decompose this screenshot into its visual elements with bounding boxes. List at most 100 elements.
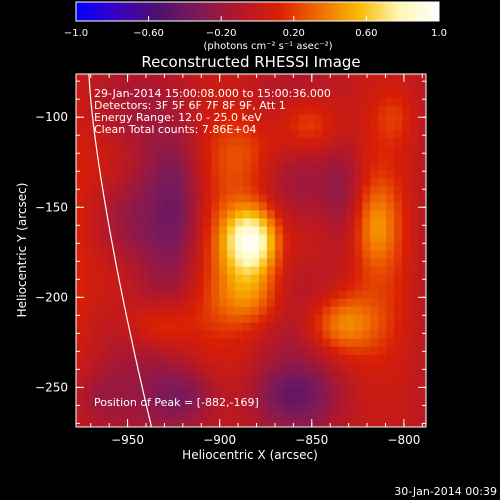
heatmap-cell xyxy=(314,170,324,179)
heatmap-cell xyxy=(203,362,212,372)
heatmap-cell xyxy=(402,186,411,195)
heatmap-cell xyxy=(195,250,204,260)
heatmap-cell xyxy=(298,202,308,211)
heatmap-cell xyxy=(147,154,157,163)
heatmap-cell xyxy=(394,202,403,211)
heatmap-cell xyxy=(386,154,395,163)
heatmap-cell xyxy=(139,170,149,179)
heatmap-cell xyxy=(163,178,173,187)
heatmap-cell xyxy=(83,138,93,147)
heatmap-cell xyxy=(187,378,196,388)
heatmap-cell xyxy=(163,106,173,115)
heatmap-cell xyxy=(370,114,379,123)
heatmap-cell xyxy=(282,98,292,107)
heatmap-cell xyxy=(402,418,411,427)
heatmap-cell xyxy=(394,258,403,268)
colorbar-tick-label: 0.60 xyxy=(355,28,377,39)
heatmap-cell xyxy=(410,106,419,115)
heatmap-cell xyxy=(418,266,426,276)
heatmap-cell xyxy=(354,346,363,356)
heatmap-cell xyxy=(123,370,133,380)
heatmap-cell xyxy=(195,394,204,404)
heatmap-cell xyxy=(410,194,419,203)
heatmap-cell xyxy=(354,226,363,236)
heatmap-cell xyxy=(163,98,173,107)
heatmap-cell xyxy=(290,330,300,340)
heatmap-cell xyxy=(306,298,316,308)
heatmap-cell xyxy=(282,178,292,187)
heatmap-cell xyxy=(402,82,411,91)
heatmap-cell xyxy=(378,378,387,388)
heatmap-cell xyxy=(290,386,300,396)
heatmap-cell xyxy=(354,90,363,99)
heatmap-cell xyxy=(354,178,363,187)
heatmap-cell xyxy=(131,258,141,268)
heatmap-cell xyxy=(187,82,196,91)
heatmap-cell xyxy=(155,338,165,348)
heatmap-cell xyxy=(418,362,426,372)
heatmap-cell xyxy=(211,402,220,412)
heatmap-cell xyxy=(243,122,252,131)
heatmap-cell xyxy=(370,410,379,420)
heatmap-cell xyxy=(282,122,292,131)
heatmap-cell xyxy=(211,138,220,147)
heatmap-cell xyxy=(362,274,371,284)
heatmap-cell xyxy=(147,242,157,252)
heatmap-cell xyxy=(282,226,292,236)
heatmap-cell xyxy=(76,186,85,195)
heatmap-cell xyxy=(139,378,149,388)
heatmap-cell xyxy=(211,258,220,268)
x-tick-label: −850 xyxy=(295,433,328,447)
heatmap-cell xyxy=(147,298,157,308)
heatmap-cell xyxy=(115,202,125,211)
heatmap-cell xyxy=(91,202,101,211)
heatmap-cell xyxy=(370,322,379,332)
heatmap-cell xyxy=(203,298,212,308)
heatmap-cell xyxy=(378,122,387,131)
heatmap-cell xyxy=(266,386,276,396)
colorbar-tick-label: −1.0 xyxy=(64,28,88,39)
heatmap-cell xyxy=(203,202,212,211)
heatmap-cell xyxy=(99,314,109,324)
heatmap-cell xyxy=(266,266,276,276)
heatmap-cell xyxy=(394,130,403,139)
heatmap-cell xyxy=(274,250,284,260)
heatmap-cell xyxy=(123,306,133,316)
heatmap-cell xyxy=(76,346,85,356)
heatmap-cell xyxy=(394,162,403,171)
heatmap-cell xyxy=(418,178,426,187)
heatmap-cell xyxy=(410,218,419,228)
heatmap-cell xyxy=(418,82,426,91)
heatmap-cell xyxy=(243,242,252,252)
heatmap-cell xyxy=(298,106,308,115)
heatmap-cell xyxy=(179,242,188,252)
heatmap-cell xyxy=(386,258,395,268)
heatmap-cell xyxy=(338,266,348,276)
heatmap-cell xyxy=(386,274,395,284)
heatmap-cell xyxy=(147,130,157,139)
heatmap-cell xyxy=(83,298,93,308)
heatmap-cell xyxy=(171,154,180,163)
annotation-line: Clean Total counts: 7.86E+04 xyxy=(94,123,257,136)
heatmap-cell xyxy=(282,370,292,380)
heatmap-cell xyxy=(123,290,133,300)
heatmap-cell xyxy=(227,258,236,268)
heatmap-cell xyxy=(306,418,316,427)
heatmap-cell xyxy=(227,362,236,372)
heatmap-cell xyxy=(115,74,125,83)
heatmap-cell xyxy=(123,210,133,220)
heatmap-cell xyxy=(139,162,149,171)
heatmap-cell xyxy=(282,410,292,420)
heatmap-cell xyxy=(219,378,228,388)
heatmap-cell xyxy=(306,274,316,284)
heatmap-cell xyxy=(338,314,348,324)
heatmap-cell xyxy=(258,74,268,83)
heatmap-cell xyxy=(330,354,340,364)
heatmap-cell xyxy=(76,122,85,131)
heatmap-cell xyxy=(107,402,117,412)
heatmap-cell xyxy=(107,314,117,324)
heatmap-cell xyxy=(362,394,371,404)
heatmap-cell xyxy=(402,394,411,404)
heatmap-cell xyxy=(83,98,93,107)
heatmap-cell xyxy=(147,410,157,420)
